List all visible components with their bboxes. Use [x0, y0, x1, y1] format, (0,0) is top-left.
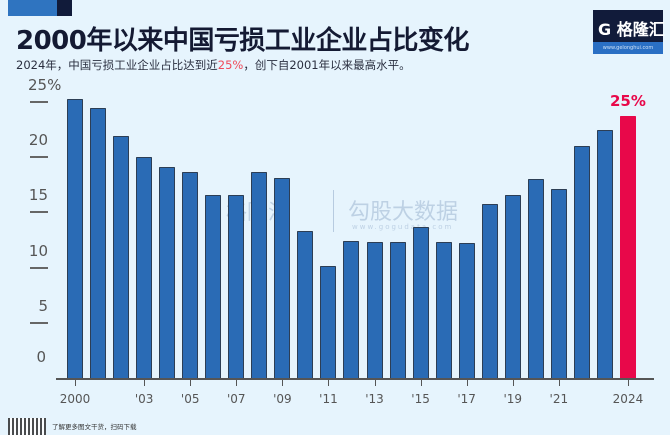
y-axis-label: 20	[28, 131, 48, 150]
x-axis-label: '21	[549, 392, 569, 406]
decorative-blue-block	[8, 0, 57, 16]
bar-2005	[182, 171, 199, 378]
bar-2001	[90, 107, 107, 378]
watermark-divider	[333, 190, 334, 232]
bar-2021	[550, 189, 567, 378]
x-axis-label: '05	[180, 392, 200, 406]
bar-2004	[159, 167, 176, 378]
bar-2023	[596, 129, 613, 378]
bar-2024	[619, 116, 636, 378]
qr-code	[8, 418, 46, 435]
x-axis-label: '17	[457, 392, 476, 406]
bar-2016	[435, 242, 452, 378]
bar-2019	[504, 194, 521, 378]
highlight-value-label: 25%	[610, 92, 646, 111]
x-axis-line	[56, 378, 654, 380]
y-axis-label: 15	[28, 186, 48, 205]
x-axis-label: '19	[503, 392, 523, 406]
x-axis-label: 2024	[612, 392, 644, 406]
bar-2022	[573, 146, 590, 378]
chart-title: 2000年以来中国亏损工业企业占比变化	[16, 26, 469, 56]
bar-2018	[481, 203, 498, 378]
y-axis-label: 0	[36, 348, 46, 366]
bar-2007	[228, 194, 245, 378]
bar-2010	[297, 231, 314, 378]
y-axis-tick	[30, 211, 48, 214]
bar-2008	[251, 171, 268, 378]
x-axis-tick	[190, 380, 192, 386]
y-axis-label: 5	[38, 296, 48, 315]
y-axis-label: 25%	[28, 76, 62, 94]
bar-2000	[67, 98, 83, 378]
x-axis-tick	[558, 380, 560, 386]
bar-2013	[366, 242, 383, 378]
x-axis-label: '11	[319, 392, 338, 406]
x-axis-tick	[374, 380, 376, 386]
y-axis-tick	[30, 266, 48, 269]
x-axis-tick	[236, 380, 238, 386]
x-axis-label: '07	[226, 392, 246, 406]
x-axis-label: 2000	[59, 392, 91, 406]
gelonghui-logo: G 格隆汇 www.gelonghui.com	[593, 10, 665, 54]
y-axis-tick	[30, 321, 48, 324]
chart-subtitle: 2024年，中国亏损工业企业占比达到近25%，创下自2001年以来最高水平。	[16, 57, 411, 73]
x-axis-tick	[328, 380, 330, 386]
subtitle-highlight: 25%	[217, 58, 244, 72]
y-axis-tick	[30, 156, 48, 159]
x-axis-label: '03	[134, 392, 154, 406]
x-axis-tick	[512, 380, 514, 386]
bar-2009	[274, 178, 291, 378]
x-axis-tick	[627, 380, 629, 386]
x-axis-label: '09	[273, 392, 292, 406]
bar-2012	[343, 241, 360, 378]
bar-2020	[527, 179, 544, 378]
x-axis-label: '15	[411, 392, 430, 406]
x-axis-tick	[282, 380, 284, 386]
x-axis-tick	[144, 380, 146, 386]
subtitle-text-end: ，创下自2001年以来最高水平。	[243, 58, 411, 72]
x-axis-tick	[75, 380, 76, 386]
logo-url: www.gelonghui.com	[593, 42, 663, 54]
watermark-url: www.gogudata.com	[352, 223, 454, 231]
y-axis-label: 10	[28, 241, 48, 260]
subtitle-text: 2024年，中国亏损工业企业占比达到近	[16, 58, 218, 72]
footer-text: 了解更多图文干货，扫码下载	[52, 423, 137, 431]
bar-2006	[205, 194, 222, 378]
bar-2017	[458, 243, 475, 378]
bar-2015	[412, 226, 429, 378]
x-axis-label: '13	[365, 392, 384, 406]
watermark-name: 勾股大数据	[348, 200, 459, 225]
decorative-navy-block	[57, 0, 72, 16]
y-axis-tick	[30, 101, 48, 103]
bar-2011	[320, 266, 337, 378]
bar-2002	[113, 136, 130, 378]
x-axis-tick	[420, 380, 422, 386]
bar-2014	[389, 242, 406, 378]
logo-mark: G 格隆汇	[598, 20, 665, 39]
bar-2003	[136, 157, 153, 378]
x-axis-tick	[466, 380, 468, 386]
